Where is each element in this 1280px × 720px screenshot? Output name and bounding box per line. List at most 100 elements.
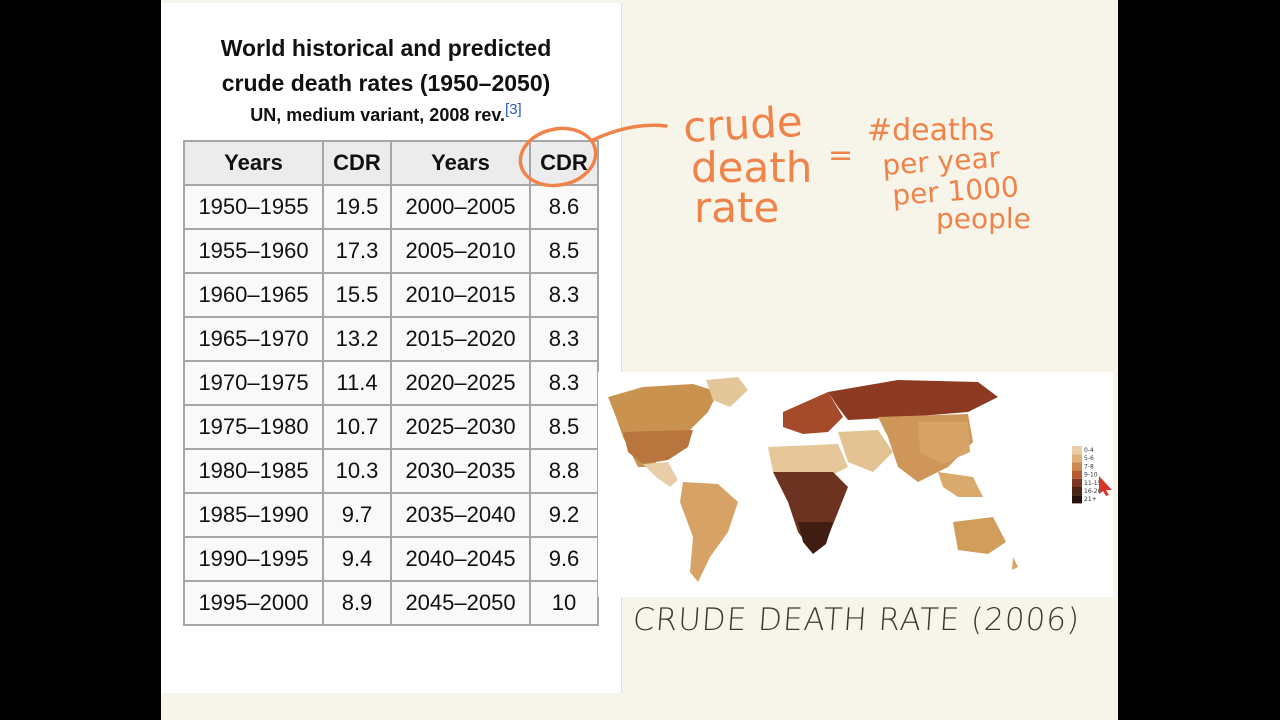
slide-canvas: World historical and predicted crude dea… xyxy=(161,0,1118,720)
table-cell: 1960–1965 xyxy=(183,272,324,318)
definition-line-3: per 1000 xyxy=(891,170,1020,212)
table-title-line-2: crude death rates (1950–2050) xyxy=(221,70,551,96)
australia-shape xyxy=(953,517,1006,554)
header-years-2: Years xyxy=(390,140,531,186)
europe-shape xyxy=(783,392,843,434)
header-years-1: Years xyxy=(183,140,324,186)
table-cell: 8.3 xyxy=(529,316,599,362)
table-cell: 10 xyxy=(529,580,599,626)
table-cell: 2035–2040 xyxy=(390,492,531,538)
term-line-3: rate xyxy=(694,183,779,232)
legend-swatch xyxy=(1072,478,1082,487)
table-cell: 1980–1985 xyxy=(183,448,324,494)
definition-line-4: people xyxy=(936,202,1031,235)
legend-label: 0-4 xyxy=(1084,447,1094,454)
table-cell: 15.5 xyxy=(322,272,392,318)
table-cell: 1985–1990 xyxy=(183,492,324,538)
southern-africa-shape xyxy=(798,522,833,554)
table-cell: 10.7 xyxy=(322,404,392,450)
legend-swatch xyxy=(1072,462,1082,471)
table-cell: 1970–1975 xyxy=(183,360,324,406)
header-cdr-2: CDR xyxy=(529,140,599,186)
reference-link[interactable]: [3] xyxy=(505,101,522,118)
table-cell: 1955–1960 xyxy=(183,228,324,274)
table-subtitle-text: UN, medium variant, 2008 rev. xyxy=(250,105,506,125)
table-cell: 9.2 xyxy=(529,492,599,538)
table-row: 1960–1965 15.5 2010–2015 8.3 xyxy=(183,272,599,318)
table-cell: 9.4 xyxy=(322,536,392,582)
world-map-image: 0-4 5-6 7-8 9-10 11-15 16-20 21+ xyxy=(598,372,1113,597)
south-america-shape xyxy=(680,482,738,582)
table-cell: 2015–2020 xyxy=(390,316,531,362)
table-row: 1965–1970 13.2 2015–2020 8.3 xyxy=(183,316,599,362)
new-zealand-shape xyxy=(1012,557,1018,570)
southeast-asia-shape xyxy=(938,472,983,497)
table-cell: 8.5 xyxy=(529,404,599,450)
table-cell: 17.3 xyxy=(322,228,392,274)
legend-label: 7-8 xyxy=(1084,463,1094,470)
table-title: World historical and predicted crude dea… xyxy=(183,31,589,101)
table-row: 1985–1990 9.7 2035–2040 9.2 xyxy=(183,492,599,538)
legend-label: 21+ xyxy=(1084,496,1097,503)
table-cell: 8.8 xyxy=(529,448,599,494)
legend-label: 16-20 xyxy=(1084,488,1102,495)
china-shape xyxy=(918,422,970,464)
wikipedia-table-panel: World historical and predicted crude dea… xyxy=(161,3,622,693)
table-row: 1990–1995 9.4 2040–2045 9.6 xyxy=(183,536,599,582)
legend-label: 9-10 xyxy=(1084,472,1098,479)
legend-label: 5-6 xyxy=(1084,455,1094,462)
table-cell: 1990–1995 xyxy=(183,536,324,582)
legend-swatch xyxy=(1072,495,1082,504)
table-cell: 13.2 xyxy=(322,316,392,362)
table-cell: 1975–1980 xyxy=(183,404,324,450)
table-cell: 2020–2025 xyxy=(390,360,531,406)
table-cell: 2025–2030 xyxy=(390,404,531,450)
map-caption: CRUDE DEATH RATE (2006) xyxy=(631,602,1082,638)
north-africa-shape xyxy=(768,444,848,477)
term-text: crude death rate = xyxy=(682,97,853,232)
table-cell: 9.6 xyxy=(529,536,599,582)
table-title-line-1: World historical and predicted xyxy=(220,35,552,61)
central-america-shape xyxy=(643,462,678,487)
table-cell: 1965–1970 xyxy=(183,316,324,362)
table-cell: 8.3 xyxy=(529,272,599,318)
table-cell: 8.6 xyxy=(529,184,599,230)
definition-line-2: per year xyxy=(881,141,1001,182)
legend-swatch xyxy=(1072,487,1082,496)
table-cell: 2000–2005 xyxy=(390,184,531,230)
table-row: 1975–1980 10.7 2025–2030 8.5 xyxy=(183,404,599,450)
definition-text: #deaths per year per 1000 people xyxy=(867,113,1031,235)
table-cell: 8.9 xyxy=(322,580,392,626)
table-cell: 1995–2000 xyxy=(183,580,324,626)
table-cell: 2030–2035 xyxy=(390,448,531,494)
term-line-1: crude xyxy=(682,97,804,152)
table-cell: 11.4 xyxy=(322,360,392,406)
table-cell: 2040–2045 xyxy=(390,536,531,582)
table-cell: 19.5 xyxy=(322,184,392,230)
table-cell: 8.5 xyxy=(529,228,599,274)
table-row: 1995–2000 8.9 2045–2050 10 xyxy=(183,580,599,626)
table-header-row: Years CDR Years CDR xyxy=(183,140,599,186)
table-cell: 8.3 xyxy=(529,360,599,406)
middle-east-shape xyxy=(838,430,893,472)
table-row: 1950–1955 19.5 2000–2005 8.6 xyxy=(183,184,599,230)
table-row: 1980–1985 10.3 2030–2035 8.8 xyxy=(183,448,599,494)
table-cell: 1950–1955 xyxy=(183,184,324,230)
pointer-arrow-icon xyxy=(1099,476,1112,496)
term-line-2: death xyxy=(691,143,812,192)
death-rate-table: Years CDR Years CDR 1950–1955 19.5 2000–20… xyxy=(183,140,599,626)
table-cell: 2005–2010 xyxy=(390,228,531,274)
table-cell: 9.7 xyxy=(322,492,392,538)
legend-swatch xyxy=(1072,454,1082,463)
legend-swatch xyxy=(1072,446,1082,455)
table-row: 1955–1960 17.3 2005–2010 8.5 xyxy=(183,228,599,274)
legend-label: 11-15 xyxy=(1084,480,1102,487)
table-cell: 2010–2015 xyxy=(390,272,531,318)
russia-shape xyxy=(828,380,998,420)
equals-sign: = xyxy=(828,138,853,173)
definition-line-1: #deaths xyxy=(867,113,994,148)
usa-shape xyxy=(623,430,693,464)
table-cell: 10.3 xyxy=(322,448,392,494)
